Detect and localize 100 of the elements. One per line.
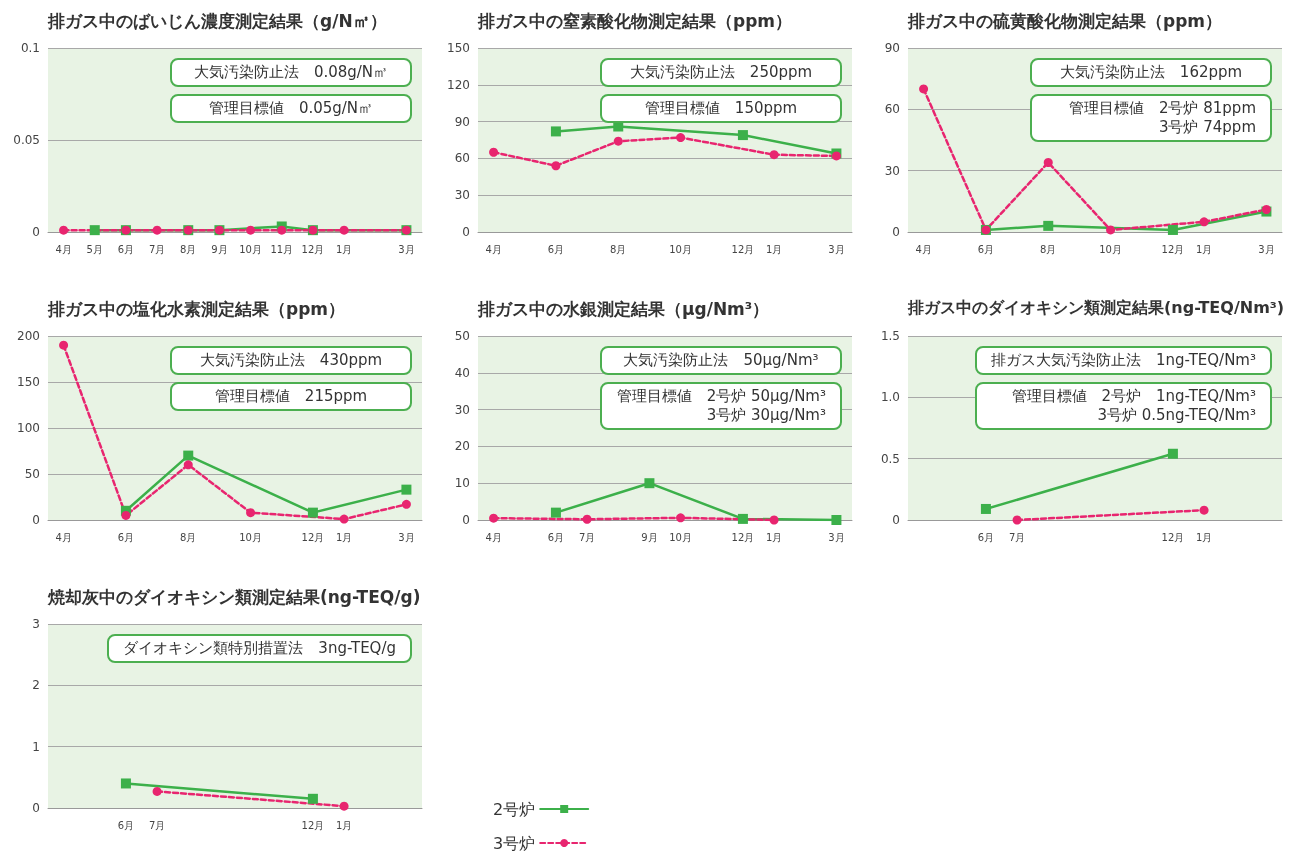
x-tick-label: 10月 [1099,243,1122,255]
y-tick-label: 1.0 [880,390,900,405]
point [401,484,412,495]
y-tick-label: 0 [892,225,900,239]
y-tick-label: 2 [32,678,40,693]
point [551,161,561,171]
x-tick-label: 3月 [398,531,415,543]
point [676,133,686,143]
point [246,508,256,518]
x-tick-label: 10月 [669,243,692,255]
x-tick-label: 4月 [55,243,72,255]
note-box: 管理目標値 0.05g/N㎥ [170,94,412,123]
chart-title: 排ガス中の塩化水素測定結果（ppm） [48,298,346,321]
point [339,514,349,524]
y-tick-label: 90 [884,41,900,55]
chart-title: 排ガス中の窒素酸化物測定結果（ppm） [478,10,793,33]
chart-title: 焼却灰中のダイオキシン類測定結果(ng-TEQ/g) [48,586,421,609]
point [550,507,561,518]
note-box: 大気汚染防止法 0.08g/N㎥ [170,58,412,87]
x-tick-label: 12月 [731,531,755,543]
note-box: 大気汚染防止法 50μg/Nm³ [600,346,842,375]
x-tick-label: 4月 [55,531,72,543]
x-tick-label: 4月 [485,243,502,255]
x-tick-label: 8月 [1040,243,1057,255]
x-tick-label: 12月 [301,531,325,543]
x-tick-label: 7月 [148,243,166,255]
x-tick-label: 6月 [117,243,135,255]
x-tick-label: 3月 [828,243,845,255]
y-tick-label: 0.5 [880,451,900,466]
y-tick-label: 1 [32,739,40,754]
y-tick-label: 0 [462,513,470,527]
y-tick-label: 200 [17,329,40,343]
point [980,503,991,514]
y-tick-label: 30 [884,163,900,178]
note-box: 管理目標値 2号炉 81ppm 3号炉 74ppm [1030,94,1272,142]
chart-title: 排ガス中のダイオキシン類測定結果(ng-TEQ/Nm³) [908,298,1285,319]
note-box: 排ガス大気汚染防止法 1ng-TEQ/Nm³ [975,346,1272,375]
point [1106,225,1116,235]
y-tick-label: 60 [884,102,900,117]
x-tick-label: 12月 [301,819,325,831]
point [1043,157,1053,167]
x-tick-label: 1月 [1195,243,1213,255]
x-tick-label: 10月 [239,243,262,255]
x-tick-label: 1月 [335,819,353,831]
y-tick-label: 0.1 [20,41,40,55]
y-tick-label: 40 [454,365,470,380]
note-box: 大気汚染防止法 162ppm [1030,58,1272,87]
point [1167,224,1178,235]
y-tick-label: 0.05 [13,133,40,147]
note-box: 大気汚染防止法 250ppm [600,58,842,87]
y-tick-label: 150 [17,375,40,389]
point [644,478,655,489]
note-box: 管理目標値 150ppm [600,94,842,123]
x-tick-label: 1月 [335,243,353,255]
note-box: 管理目標値 2号炉 50μg/Nm³ 3号炉 30μg/Nm³ [600,382,842,430]
y-tick-label: 0 [32,225,40,239]
y-tick-label: 0 [32,513,40,527]
point [152,786,162,796]
y-tick-label: 120 [447,77,470,92]
point [121,510,131,520]
point [550,126,561,137]
point [1199,217,1209,227]
point [120,778,131,789]
x-tick-label: 1月 [765,531,783,543]
y-tick-label: 30 [454,402,470,417]
point [183,450,194,461]
point [919,84,929,94]
point [339,801,349,811]
x-tick-label: 6月 [117,531,135,543]
y-tick-label: 0 [32,801,40,815]
y-tick-label: 0 [892,513,900,527]
point [613,136,623,146]
y-tick-label: 1.5 [880,329,900,343]
note-box: 管理目標値 215ppm [170,382,412,411]
point [489,147,499,157]
chart-title: 排ガス中の硫黄酸化物測定結果（ppm） [908,10,1223,33]
x-tick-label: 3月 [398,243,415,255]
point [1167,448,1178,459]
x-tick-label: 9月 [211,243,228,255]
x-tick-label: 6月 [547,243,565,255]
point [183,460,193,470]
x-tick-label: 9月 [641,531,658,543]
x-tick-label: 12月 [301,243,325,255]
point [769,515,779,525]
point [1043,220,1054,231]
point [307,507,318,518]
legend-label: 2号炉 [492,799,536,819]
x-tick-label: 4月 [485,531,502,543]
x-tick-label: 6月 [977,531,995,543]
chart-title: 排ガス中の水銀測定結果（μg/Nm³） [478,298,770,321]
x-tick-label: 8月 [180,531,197,543]
x-tick-label: 5月 [86,243,103,255]
x-tick-label: 6月 [547,531,565,543]
legend-label: 3号炉 [492,833,536,853]
note-box: 大気汚染防止法 430ppm [170,346,412,375]
point [59,340,69,350]
x-tick-label: 12月 [1161,531,1185,543]
x-tick-label: 3月 [1258,243,1275,255]
point [1199,505,1209,515]
y-tick-label: 50 [454,329,470,343]
